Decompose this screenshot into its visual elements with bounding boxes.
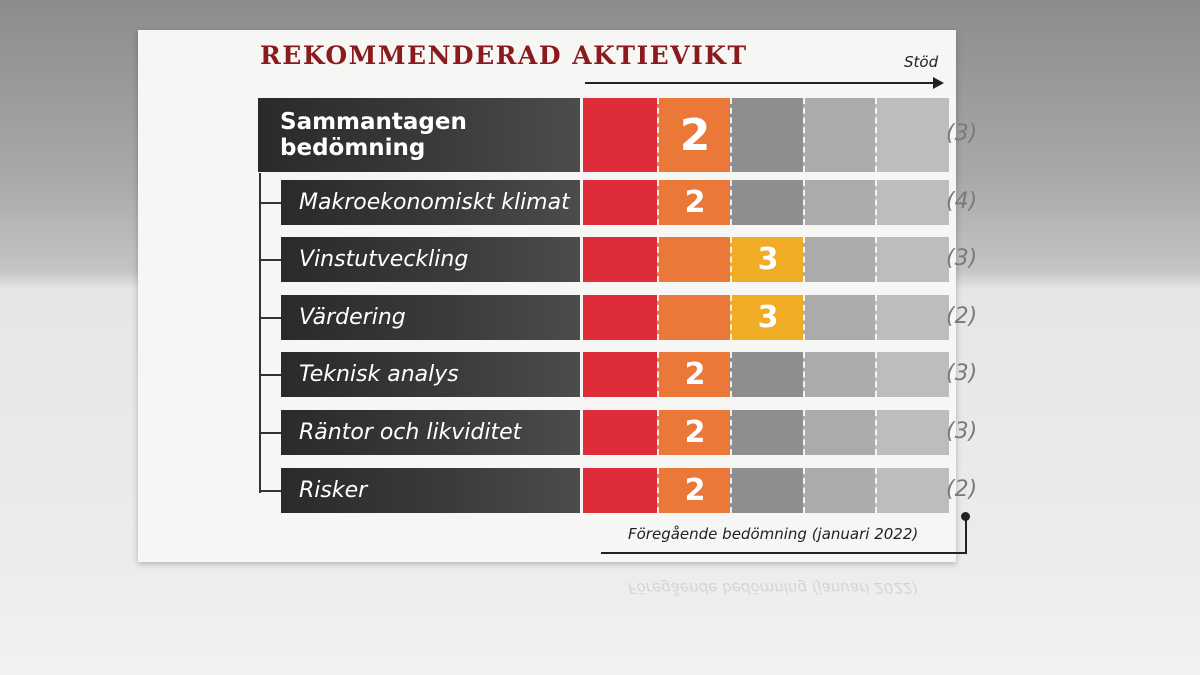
score-cell: 2	[657, 180, 731, 225]
scale-cell	[875, 98, 949, 172]
scale-cell	[875, 468, 949, 513]
scale-cell	[657, 295, 731, 340]
tree-connector-branch	[259, 373, 281, 376]
axis-arrow-line	[585, 82, 935, 84]
tree-connector-vertical	[259, 173, 261, 493]
factor-label: Räntor och likviditet	[281, 410, 580, 455]
factor-label: Vinstutveckling	[281, 237, 580, 282]
card-reflection: Föregående bedömning (januari 2022)	[138, 565, 956, 675]
scale-cell	[730, 180, 804, 225]
scale-cell	[583, 468, 657, 513]
scale-cell	[803, 468, 877, 513]
tree-connector-branch	[259, 258, 281, 261]
previous-rating: (3)	[946, 418, 978, 444]
scale-cell	[657, 237, 731, 282]
scale-cell	[875, 237, 949, 282]
tree-connector-branch	[259, 201, 281, 204]
scale-cell	[875, 295, 949, 340]
scale-cell	[730, 352, 804, 397]
scale-cell	[583, 295, 657, 340]
asset-allocation-card: REKOMMENDERAD AKTIEVIKT Stöd Sammantagen…	[138, 30, 977, 562]
factor-label: Risker	[281, 468, 580, 513]
scale-cell	[803, 410, 877, 455]
overall-score-cell: 2	[657, 98, 731, 172]
factor-label: Värdering	[281, 295, 580, 340]
scale-cell	[583, 98, 657, 172]
overall-rating-label: Sammantagen bedömning	[258, 98, 580, 172]
scale-cell	[730, 410, 804, 455]
score-cell: 2	[657, 352, 731, 397]
chart-title: REKOMMENDERAD AKTIEVIKT	[260, 41, 748, 70]
score-cell: 3	[730, 237, 804, 282]
scale-cell	[803, 295, 877, 340]
scale-cell	[803, 180, 877, 225]
scale-cell	[583, 180, 657, 225]
overall-previous-rating: (3)	[946, 121, 978, 146]
footnote-pointer-line	[965, 518, 967, 554]
previous-rating: (4)	[946, 188, 978, 214]
tree-connector-branch	[259, 489, 281, 492]
scale-cell	[875, 352, 949, 397]
axis-label: Stöd	[904, 53, 939, 71]
previous-rating: (2)	[946, 476, 978, 502]
scale-cell	[730, 468, 804, 513]
footnote: Föregående bedömning (januari 2022)	[628, 525, 919, 543]
scale-cell	[803, 98, 877, 172]
previous-rating: (3)	[946, 360, 978, 386]
scale-cell	[583, 352, 657, 397]
score-cell: 3	[730, 295, 804, 340]
score-cell: 2	[657, 410, 731, 455]
reflection-footnote: Föregående bedömning (januari 2022)	[628, 579, 919, 597]
axis-arrow-head-icon	[933, 77, 944, 89]
tree-connector-branch	[259, 316, 281, 319]
footnote-line	[601, 552, 967, 554]
scale-cell	[803, 237, 877, 282]
scale-cell	[875, 410, 949, 455]
score-cell: 2	[657, 468, 731, 513]
scale-cell	[803, 352, 877, 397]
footnote-dot	[961, 512, 970, 521]
scale-cell	[583, 237, 657, 282]
factor-label: Teknisk analys	[281, 352, 580, 397]
scale-cell	[730, 98, 804, 172]
previous-rating: (2)	[946, 303, 978, 329]
tree-connector-branch	[259, 431, 281, 434]
factor-label: Makroekonomiskt klimat	[281, 180, 580, 225]
scale-cell	[875, 180, 949, 225]
previous-rating: (3)	[946, 245, 978, 271]
scale-cell	[583, 410, 657, 455]
